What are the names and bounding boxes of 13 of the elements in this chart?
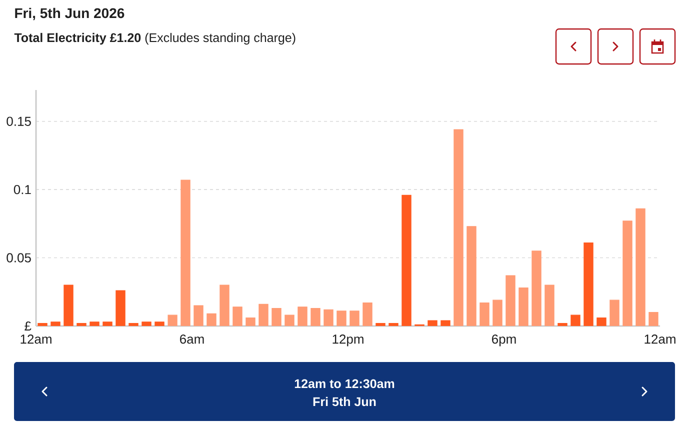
y-tick-label: 0.1	[14, 184, 31, 194]
y-tick-label: £	[24, 321, 32, 331]
y-tick-label: 0.05	[6, 253, 31, 262]
x-tick-label: 6pm	[492, 334, 516, 346]
x-tick-label: 6am	[180, 334, 204, 344]
text: 12am to 12:30am	[294, 379, 394, 388]
text: Fri 5th Jun	[313, 396, 376, 406]
chart-subtitle: Total Electricity £1.20 (Excludes standing charge)	[14, 32, 296, 45]
x-tick-label: 12am	[20, 334, 52, 344]
x-tick-label: 12pm	[332, 334, 364, 346]
y-tick-label: 0.15	[6, 116, 31, 126]
chart-title: Fri, 5th Jun 2026	[15, 8, 124, 20]
x-tick-label: 12am	[644, 334, 676, 344]
